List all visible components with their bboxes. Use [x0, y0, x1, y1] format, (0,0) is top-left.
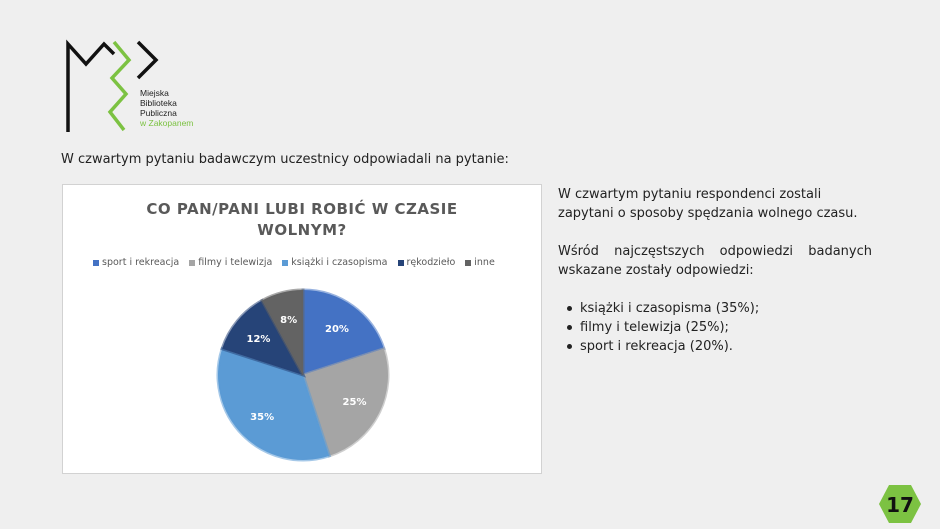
pie-slice — [301, 346, 390, 458]
summary-bullet: książki i czasopisma (35%); — [567, 299, 872, 318]
pie-data-label: 20% — [325, 324, 349, 335]
library-logo: Miejska Biblioteka Publiczna w Zakopanem — [62, 38, 212, 138]
pie-data-label: 12% — [246, 334, 270, 345]
pie-slice — [216, 346, 332, 462]
legend-swatch — [282, 259, 289, 266]
page-number: 17 — [886, 493, 914, 517]
legend-entry: filmy i telewizja — [189, 257, 272, 268]
chart-title: CO PAN/PANI LUBI ROBIĆ W CZASIE WOLNYM? — [63, 199, 541, 241]
legend-swatch — [93, 259, 99, 266]
summary-bullet: sport i rekreacja (20%). — [567, 337, 872, 356]
library-logo-icon — [66, 39, 159, 132]
summary-text: W czwartym pytaniu respondenci zostali z… — [558, 185, 872, 356]
intro-text: W czwartym pytaniu badawczym uczestnicy … — [61, 152, 509, 167]
logo-line-1: Miejska — [140, 88, 169, 98]
logo-line-2: Biblioteka — [140, 98, 177, 108]
legend-entry: rękodzieło — [397, 257, 456, 268]
page-number-badge: 17 — [879, 485, 921, 523]
summary-paragraph-2-line-1: Wśród najczęstszych odpowiedzi badanych — [558, 244, 872, 259]
pie-chart-panel: CO PAN/PANI LUBI ROBIĆ W CZASIE WOLNYM? … — [62, 184, 542, 474]
pie-data-label: 35% — [250, 412, 274, 423]
legend-entry: sport i rekreacja — [93, 257, 179, 268]
legend-label: sport i rekreacja — [102, 257, 180, 268]
pie-data-label: 8% — [280, 315, 297, 326]
legend-label: rękodzieło — [406, 257, 456, 268]
summary-bullet-list: książki i czasopisma (35%); filmy i tele… — [558, 299, 872, 356]
chart-legend: sport i rekreacja filmy i telewizja książk… — [93, 257, 533, 268]
logo-line-3: Publiczna — [140, 108, 177, 118]
pie-slice — [260, 288, 305, 376]
legend-label: inne — [474, 257, 495, 268]
legend-label: filmy i telewizja — [198, 257, 273, 268]
legend-swatch — [465, 259, 472, 266]
chart-title-line-2: WOLNYM? — [257, 221, 347, 239]
legend-entry: książki i czasopisma — [282, 257, 388, 268]
legend-entry: inne — [465, 257, 495, 268]
library-logo-text: Miejska Biblioteka Publiczna w Zakopanem — [140, 88, 193, 128]
legend-swatch — [397, 259, 404, 266]
chart-title-line-1: CO PAN/PANI LUBI ROBIĆ W CZASIE — [146, 200, 458, 218]
summary-paragraph-1: W czwartym pytaniu respondenci zostali z… — [558, 187, 858, 221]
pie-chart: 20% 25% 35% 12% 8% — [216, 288, 390, 462]
summary-paragraph-2-line-2: wskazane zostały odpowiedzi: — [558, 263, 754, 278]
pie-data-label: 25% — [343, 397, 367, 408]
legend-label: książki i czasopisma — [291, 257, 388, 268]
logo-line-4: w Zakopanem — [140, 118, 194, 128]
legend-swatch — [189, 259, 196, 266]
summary-bullet: filmy i telewizja (25%); — [567, 318, 872, 337]
